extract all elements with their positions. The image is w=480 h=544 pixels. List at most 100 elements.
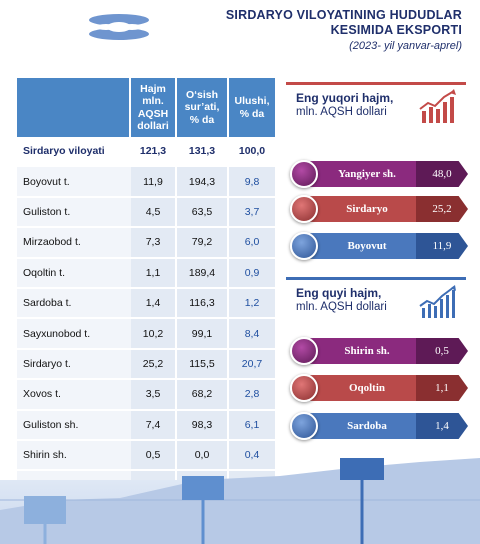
row-volume: 4,5	[131, 197, 177, 229]
table-row: Mirzaobod t. 7,3 79,2 6,0	[17, 228, 275, 259]
low-volume-panel: Eng quyi hajm, mln. AQSH dollari	[286, 277, 466, 323]
low-volume-header: Eng quyi hajm, mln. AQSH dollari	[286, 277, 466, 323]
low-volume-title: Eng quyi hajm,	[296, 286, 382, 300]
top-item-3-value: 11,9	[416, 233, 468, 259]
table-row: Sardoba t. 1,4 116,3 1,2	[17, 288, 275, 320]
row-growth: 68,2	[177, 380, 229, 411]
footer-box-1	[24, 496, 66, 524]
row-growth: 98,3	[177, 410, 229, 441]
row-share: 0,4	[229, 440, 275, 472]
low-item-3-value: 1,4	[416, 413, 468, 439]
footer-box-2	[182, 476, 224, 500]
row-growth: 79,2	[177, 228, 229, 259]
row-share: 20,7	[229, 349, 275, 381]
top-volume-header: Eng yuqori hajm, mln. AQSH dollari	[286, 82, 466, 128]
purple-ball-icon	[290, 160, 318, 188]
row-share: 6,0	[229, 228, 275, 259]
header-share: Ulushi, % da	[229, 78, 275, 137]
row-share: 0,9	[229, 258, 275, 289]
row-name: Boyovut t.	[17, 167, 131, 198]
low-item-1: Shirin sh. 0,5	[286, 337, 468, 365]
top-item-1: Yangiyer sh. 48,0	[286, 160, 468, 188]
purple-ball-icon	[290, 337, 318, 365]
header-growth: O‘sish sur’ati, % da	[177, 78, 229, 137]
table-row: Guliston sh. 7,4 98,3 6,1	[17, 410, 275, 441]
low-item-2-value: 1,1	[416, 375, 468, 401]
row-name: Mirzaobod t.	[17, 228, 131, 259]
row-name: Shirin sh.	[17, 440, 131, 472]
footer-box-3	[340, 458, 384, 480]
top-item-1-name: Yangiyer sh.	[300, 161, 418, 187]
row-growth: 116,3	[177, 288, 229, 320]
table-header-row: Hajm mln. AQSH dollari O‘sish sur’ati, %…	[17, 78, 275, 137]
row-volume: 1,4	[131, 288, 177, 320]
row-growth: 0,0	[177, 440, 229, 472]
row-share: 1,2	[229, 288, 275, 320]
row-name: Guliston t.	[17, 197, 131, 229]
table-row: Xovos t. 3,5 68,2 2,8	[17, 380, 275, 411]
row-name: Oqoltin t.	[17, 258, 131, 289]
low-item-1-value: 0,5	[416, 338, 468, 364]
row-growth: 189,4	[177, 258, 229, 289]
table-row: Sirdaryo t. 25,2 115,5 20,7	[17, 349, 275, 381]
row-name: Sardoba t.	[17, 288, 131, 320]
row-volume: 7,4	[131, 410, 177, 441]
low-item-2: Oqoltin 1,1	[286, 374, 468, 402]
row-share: 8,4	[229, 319, 275, 350]
row-volume: 1,1	[131, 258, 177, 289]
row-volume: 10,2	[131, 319, 177, 350]
top-volume-title: Eng yuqori hajm,	[296, 91, 394, 105]
table-row: Guliston t. 4,5 63,5 3,7	[17, 197, 275, 229]
row-growth: 63,5	[177, 197, 229, 229]
row-share: 9,8	[229, 167, 275, 198]
low-item-1-name: Shirin sh.	[300, 338, 418, 364]
growth-chart-icon-blue	[419, 285, 456, 318]
page-subtitle: (2023- yil yanvar-aprel)	[349, 40, 462, 52]
page-title-line2: KESIMIDA EKSPORTI	[330, 23, 462, 37]
row-name: Guliston sh.	[17, 410, 131, 441]
top-item-2-name: Sirdaryo	[300, 196, 418, 222]
row-growth: 194,3	[177, 167, 229, 198]
table-row: Sayxunobod t. 10,2 99,1 8,4	[17, 319, 275, 350]
low-item-3: Sardoba 1,4	[286, 412, 468, 440]
low-item-2-name: Oqoltin	[300, 375, 418, 401]
footer-decoration	[0, 458, 480, 544]
top-volume-unit: mln. AQSH dollari	[296, 106, 387, 118]
top-item-1-value: 48,0	[416, 161, 468, 187]
red-ball-icon	[290, 195, 318, 223]
logo-icon	[89, 14, 149, 40]
row-share: 6,1	[229, 410, 275, 441]
table-row: Boyovut t. 11,9 194,3 9,8	[17, 167, 275, 198]
blue-ball-icon	[290, 232, 318, 260]
top-item-2-value: 25,2	[416, 196, 468, 222]
row-share: 2,8	[229, 380, 275, 411]
growth-chart-icon	[419, 89, 456, 123]
export-table: Hajm mln. AQSH dollari O‘sish sur’ati, %…	[17, 78, 275, 502]
top-item-2: Sirdaryo 25,2	[286, 195, 468, 223]
header-volume: Hajm mln. AQSH dollari	[131, 78, 177, 137]
table-row: Shirin sh. 0,5 0,0 0,4	[17, 440, 275, 472]
row-volume: 11,9	[131, 167, 177, 198]
row-volume: 7,3	[131, 228, 177, 259]
row-volume: 25,2	[131, 349, 177, 381]
row-name: Xovos t.	[17, 380, 131, 411]
table-row-total: Sirdaryo viloyati 121,3 131,3 100,0	[17, 137, 275, 168]
header-name	[17, 78, 131, 137]
title-block: SIRDARYO VILOYATINING HUDUDLAR KESIMIDA …	[226, 8, 462, 52]
row-name: Sirdaryo viloyati	[17, 137, 131, 168]
blue-ball-icon	[290, 412, 318, 440]
row-share: 3,7	[229, 197, 275, 229]
row-growth: 131,3	[177, 137, 229, 168]
row-volume: 0,5	[131, 440, 177, 472]
table-row: Oqoltin t. 1,1 189,4 0,9	[17, 258, 275, 289]
low-volume-unit: mln. AQSH dollari	[296, 301, 387, 313]
row-name: Sirdaryo t.	[17, 349, 131, 381]
row-name: Sayxunobod t.	[17, 319, 131, 350]
row-growth: 115,5	[177, 349, 229, 381]
row-volume: 3,5	[131, 380, 177, 411]
row-volume: 121,3	[131, 137, 177, 168]
low-item-3-name: Sardoba	[300, 413, 418, 439]
row-share: 100,0	[229, 137, 275, 168]
page-title: SIRDARYO VILOYATINING HUDUDLAR	[225, 8, 462, 22]
top-item-3-name: Boyovut	[300, 233, 418, 259]
